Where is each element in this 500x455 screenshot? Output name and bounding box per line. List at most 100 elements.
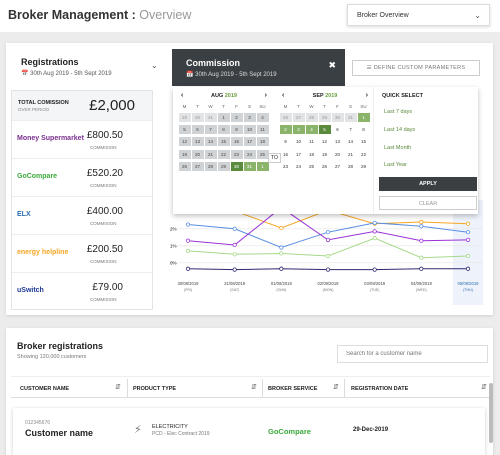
close-icon[interactable]: ✖ bbox=[328, 60, 336, 70]
calendar-day[interactable]: 5 bbox=[178, 124, 191, 134]
calendar-day[interactable]: 4 bbox=[256, 112, 269, 122]
col-product-type[interactable]: PRODUCT TYPE bbox=[133, 386, 177, 392]
calendar-day[interactable]: 20 bbox=[191, 149, 204, 159]
sort-icon[interactable]: ⇵ bbox=[481, 384, 487, 391]
search-input[interactable] bbox=[337, 345, 488, 363]
calendar-day[interactable]: 16 bbox=[230, 137, 243, 147]
calendar-day[interactable]: 19 bbox=[178, 149, 191, 159]
calendar-day[interactable]: 26 bbox=[321, 163, 327, 169]
calendar-day[interactable]: 10 bbox=[295, 139, 301, 145]
clear-button[interactable]: CLEAR bbox=[379, 196, 477, 210]
calendar-day[interactable]: 2 bbox=[230, 112, 243, 122]
sort-icon[interactable]: ⇵ bbox=[333, 384, 339, 391]
view-select[interactable]: Broker Overview ⌄ bbox=[347, 4, 490, 26]
calendar-day[interactable]: 1 bbox=[357, 112, 370, 122]
quick-last-7-days[interactable]: Last 7 days bbox=[384, 109, 413, 115]
calendar-day[interactable]: 31 bbox=[204, 112, 217, 122]
quick-last-year[interactable]: Last Year bbox=[384, 162, 407, 168]
calendar-day[interactable]: 9 bbox=[230, 124, 243, 134]
sort-icon[interactable]: ⇵ bbox=[115, 384, 121, 391]
calendar-day[interactable]: 19 bbox=[321, 151, 327, 157]
apply-button[interactable]: APPLY bbox=[379, 177, 477, 191]
chevron-left-icon[interactable]: ‹ bbox=[181, 92, 184, 99]
calendar-day[interactable]: 14 bbox=[204, 137, 217, 147]
calendar-day[interactable]: 11 bbox=[309, 139, 314, 145]
calendar-day[interactable]: 7 bbox=[204, 124, 217, 134]
calendar-day[interactable]: 6 bbox=[191, 124, 204, 134]
calendar-day[interactable]: 11 bbox=[256, 124, 269, 134]
calendar-day[interactable]: 4 bbox=[305, 124, 318, 134]
chevron-left-icon[interactable]: ‹ bbox=[282, 92, 285, 99]
calendar-day[interactable]: 13 bbox=[191, 137, 204, 147]
calendar-day[interactable]: 27 bbox=[191, 161, 204, 171]
calendar-day[interactable]: 3 bbox=[292, 124, 305, 134]
table-row[interactable]: 012345676 Customer name ⚡︎ ELECTRICITY P… bbox=[13, 408, 485, 455]
calendar-day[interactable]: 7 bbox=[349, 126, 352, 132]
calendar-day[interactable]: 23 bbox=[230, 149, 243, 159]
calendar-day[interactable]: 29 bbox=[318, 112, 331, 122]
calendar-day[interactable]: 2 bbox=[279, 124, 292, 134]
calendar-day[interactable]: 21 bbox=[347, 151, 353, 157]
calendar-day[interactable]: 3 bbox=[243, 112, 256, 122]
calendar-day[interactable]: 8 bbox=[362, 126, 365, 132]
calendar-day[interactable]: 23 bbox=[282, 163, 288, 169]
calendar-day[interactable]: 8 bbox=[217, 124, 230, 134]
calendar-day[interactable]: 30 bbox=[230, 161, 243, 171]
calendar-day[interactable]: 29 bbox=[217, 161, 230, 171]
calendar-day[interactable]: 28 bbox=[204, 161, 217, 171]
calendar-day[interactable]: 16 bbox=[282, 151, 288, 157]
calendar-day[interactable]: 28 bbox=[305, 112, 318, 122]
commission-tab[interactable]: Commission 📅 30th Aug 2019 - 5th Sept 20… bbox=[172, 49, 345, 86]
define-custom-parameters-button[interactable]: ☰ DEFINE CUSTOM PARAMETERS bbox=[352, 60, 480, 76]
calendar-day[interactable]: 6 bbox=[336, 126, 339, 132]
calendar-day[interactable]: 28 bbox=[347, 163, 353, 169]
col-registration-date[interactable]: REGISTRATION DATE bbox=[351, 386, 409, 392]
chevron-right-icon[interactable]: › bbox=[365, 92, 368, 99]
calendar-day[interactable]: 22 bbox=[360, 151, 366, 157]
calendar-day[interactable]: 15 bbox=[217, 137, 230, 147]
calendar-day[interactable]: 12 bbox=[178, 137, 191, 147]
calendar-day[interactable]: 26 bbox=[178, 161, 191, 171]
calendar-day[interactable]: 5 bbox=[318, 124, 331, 134]
calendar-day[interactable]: 17 bbox=[243, 137, 256, 147]
calendar-day[interactable]: 18 bbox=[308, 151, 314, 157]
sort-icon[interactable]: ⇵ bbox=[251, 384, 257, 391]
calendar-day[interactable]: 21 bbox=[204, 149, 217, 159]
calendar-day[interactable]: 26 bbox=[279, 112, 292, 122]
calendar-day[interactable]: 22 bbox=[217, 149, 230, 159]
calendar-day[interactable]: 25 bbox=[256, 149, 269, 159]
col-broker-service[interactable]: BROKER SERVICE bbox=[268, 386, 318, 392]
chevron-down-icon[interactable]: ⌄ bbox=[151, 61, 158, 70]
calendar-day[interactable]: 25 bbox=[308, 163, 314, 169]
calendar-day[interactable]: 24 bbox=[243, 149, 256, 159]
calendar-day[interactable]: 24 bbox=[295, 163, 301, 169]
col-customer-name[interactable]: CUSTOMER NAME bbox=[20, 386, 70, 392]
calendar-day[interactable]: 27 bbox=[292, 112, 305, 122]
calendar-day[interactable]: 18 bbox=[256, 137, 269, 147]
commission-label: COMMISION bbox=[90, 221, 117, 226]
registrations-tab-title[interactable]: Registrations bbox=[21, 57, 79, 67]
calendar-day[interactable]: 31 bbox=[344, 112, 357, 122]
calendar-day[interactable]: 13 bbox=[334, 139, 340, 145]
chevron-right-icon[interactable]: › bbox=[264, 92, 267, 99]
calendar-day[interactable]: 27 bbox=[334, 163, 340, 169]
calendar-day[interactable]: 30 bbox=[191, 112, 204, 122]
scrollbar[interactable] bbox=[489, 383, 493, 443]
calendar-day[interactable]: 1 bbox=[256, 161, 269, 171]
calendar-day[interactable]: 14 bbox=[347, 139, 353, 145]
calendar-day[interactable]: 30 bbox=[331, 112, 344, 122]
calendar-day[interactable]: 10 bbox=[243, 124, 256, 134]
calendar-day[interactable]: 9 bbox=[284, 139, 287, 145]
calendar-day[interactable]: 20 bbox=[334, 151, 340, 157]
calendar-day[interactable]: 15 bbox=[360, 139, 366, 145]
calendar-day[interactable]: 1 bbox=[217, 112, 230, 122]
calendar-day[interactable]: 29 bbox=[360, 163, 366, 169]
calendar-day[interactable]: 12 bbox=[321, 139, 327, 145]
calendar-day[interactable]: 29 bbox=[178, 112, 191, 122]
data-point bbox=[279, 225, 284, 231]
quick-last-14-days[interactable]: Last 14 days bbox=[384, 127, 416, 133]
data-point bbox=[185, 222, 191, 227]
calendar-day[interactable]: 17 bbox=[295, 151, 301, 157]
calendar-day[interactable]: 31 bbox=[243, 161, 256, 171]
quick-last-month[interactable]: Last Month bbox=[384, 145, 412, 151]
